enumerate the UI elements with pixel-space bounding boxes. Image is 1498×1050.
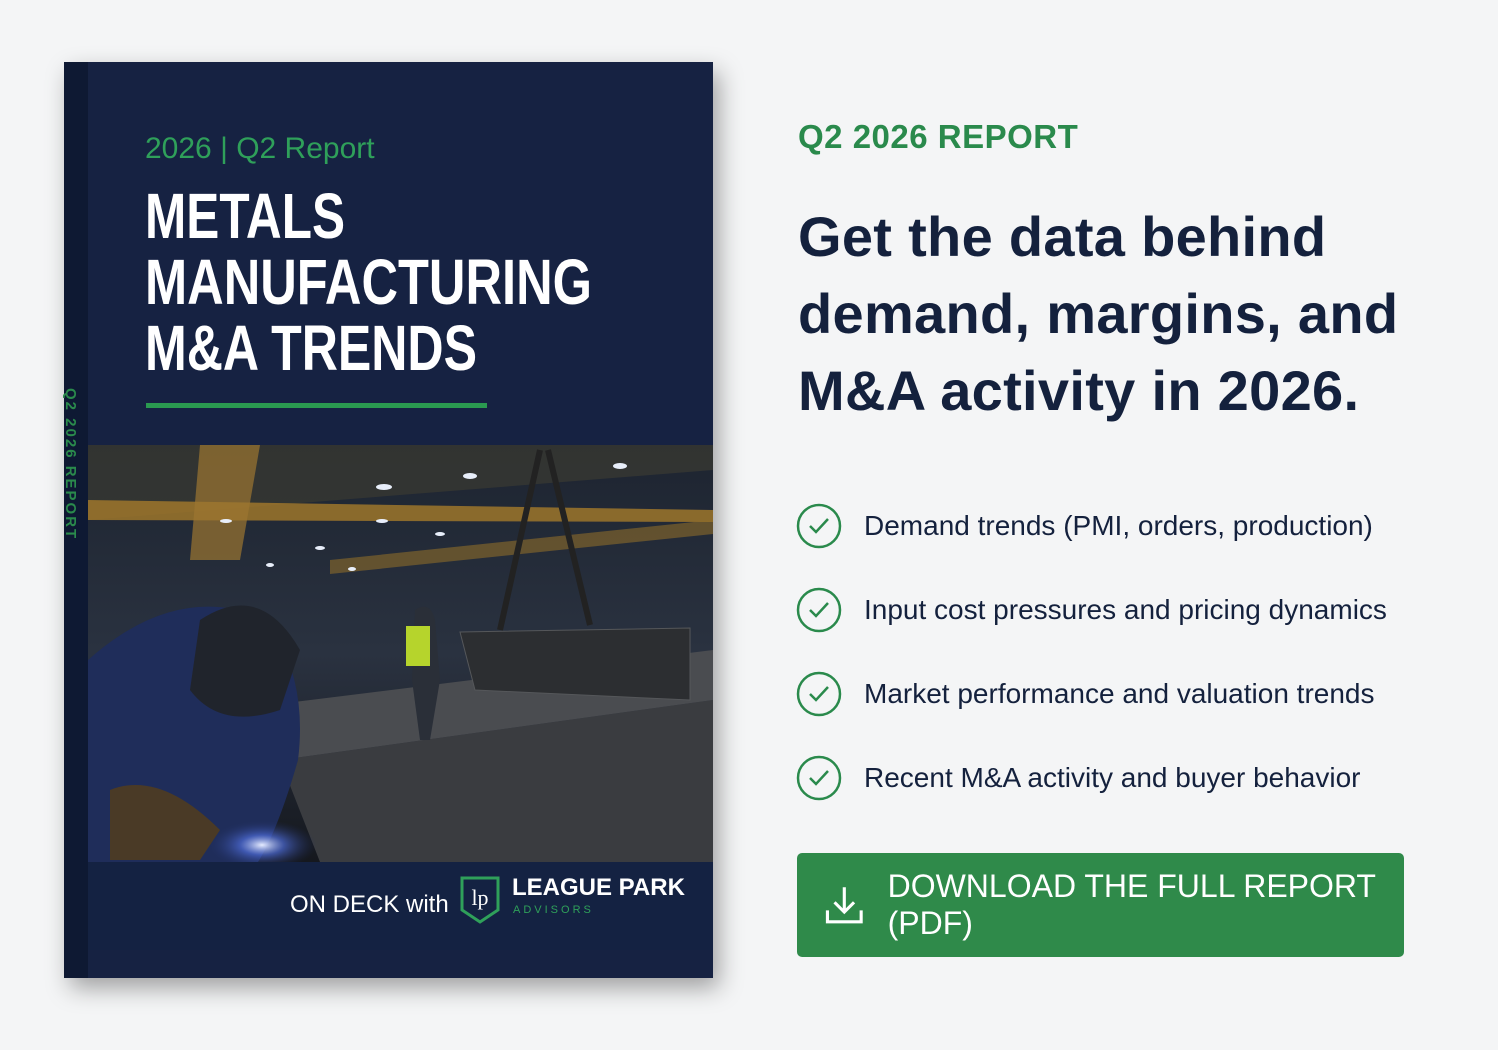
cover-photo [88, 445, 713, 870]
cover-title-line: M&A TRENDS [145, 312, 477, 384]
feature-item: Input cost pressures and pricing dynamic… [796, 568, 1387, 652]
feature-item: Recent M&A activity and buyer behavior [796, 736, 1387, 820]
feature-text: Market performance and valuation trends [864, 678, 1375, 709]
check-icon [796, 587, 842, 633]
logo-brand-sub: ADVISORS [513, 904, 594, 916]
check-icon [796, 755, 842, 801]
logo-shield [460, 876, 500, 924]
cover-rule [146, 403, 487, 408]
feature-text: Demand trends (PMI, orders, production) [864, 510, 1373, 541]
feature-text: Input cost pressures and pricing dynamic… [864, 594, 1387, 625]
headline-line: M&A activity in 2026. [798, 359, 1360, 422]
spine [64, 62, 88, 978]
download-icon [825, 887, 863, 924]
cover-footer-band [88, 862, 713, 950]
download-button[interactable]: DOWNLOAD THE FULL REPORT (PDF) [797, 853, 1404, 957]
cover-eyebrow: 2026 | Q2 Report [145, 132, 375, 165]
cover-title-line: MANUFACTURING [145, 246, 592, 318]
spine-text: Q2 2026 REPORT [62, 388, 79, 540]
feature-text: Recent M&A activity and buyer behavior [864, 762, 1361, 793]
logo-mark: lp [471, 885, 488, 910]
headline: Get the data behind demand, margins, and… [798, 198, 1458, 429]
check-icon [796, 671, 842, 717]
download-label: DOWNLOAD THE FULL REPORT (PDF) [887, 868, 1376, 941]
headline-line: Get the data behind [798, 205, 1327, 268]
promo-copy: Q2 2026 REPORT Get the data behind deman… [796, 118, 1458, 801]
report-cover: Q2 2026 REPORT 2026 | Q2 Report METALS M… [62, 62, 713, 978]
feature-item: Market performance and valuation trends [796, 652, 1387, 736]
check-icon [796, 503, 842, 549]
feature-item: Demand trends (PMI, orders, production) [796, 484, 1387, 568]
cover-footer: ON DECK with [290, 891, 449, 918]
cover-title-line: METALS [145, 180, 345, 252]
eyebrow: Q2 2026 REPORT [798, 118, 1079, 155]
headline-line: demand, margins, and [798, 282, 1399, 345]
feature-list: Demand trends (PMI, orders, production) … [796, 484, 1387, 820]
logo-brand: LEAGUE PARK [512, 874, 686, 901]
